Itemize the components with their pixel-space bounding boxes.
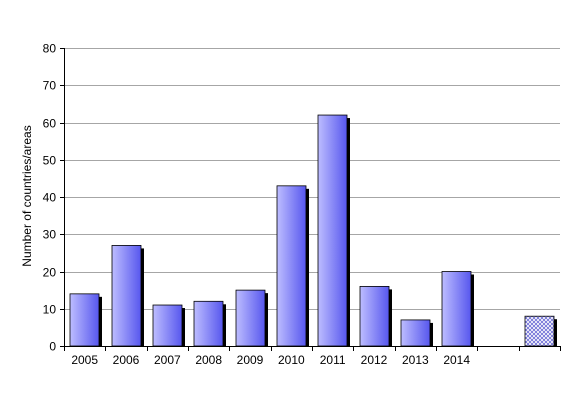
x-tick-label: 2005 — [71, 353, 98, 367]
y-axis-title: Number of countries/areas — [20, 125, 34, 266]
y-tick-label: 60 — [43, 117, 57, 131]
y-tick-label: 10 — [43, 303, 57, 317]
bar — [69, 293, 100, 347]
y-tick-label: 80 — [43, 42, 57, 56]
y-tick-label: 50 — [43, 154, 57, 168]
y-tick-label: 30 — [43, 228, 57, 242]
y-tick-label: 40 — [43, 191, 57, 205]
x-tick-label: 2010 — [278, 353, 305, 367]
bar — [359, 285, 390, 347]
bar — [152, 304, 183, 347]
gridlines — [64, 48, 560, 310]
bar — [235, 289, 266, 347]
bar — [317, 114, 348, 347]
bar — [400, 319, 431, 347]
x-tick-label: 2014 — [443, 353, 470, 367]
bar — [193, 300, 224, 347]
bar — [524, 315, 555, 347]
y-tick-label: 0 — [49, 340, 56, 354]
bar — [441, 271, 472, 347]
bar — [276, 185, 307, 347]
y-tick-label: 20 — [43, 266, 57, 280]
y-tick-label: 70 — [43, 79, 57, 93]
x-tick-label: 2007 — [154, 353, 181, 367]
tick-labels: 0 10 20 30 40 50 60 70 80 2005 2006 2007 2008 2009 201… — [43, 42, 471, 368]
x-tick-label: 2012 — [361, 353, 388, 367]
x-tick-label: 2011 — [320, 353, 346, 367]
x-tick-label: 2008 — [195, 353, 222, 367]
x-tick-label: 2013 — [402, 353, 429, 367]
axes — [60, 48, 561, 351]
bar — [111, 245, 142, 347]
bars — [69, 114, 557, 347]
x-tick-label: 2009 — [237, 353, 264, 367]
x-tick-label: 2006 — [113, 353, 140, 367]
